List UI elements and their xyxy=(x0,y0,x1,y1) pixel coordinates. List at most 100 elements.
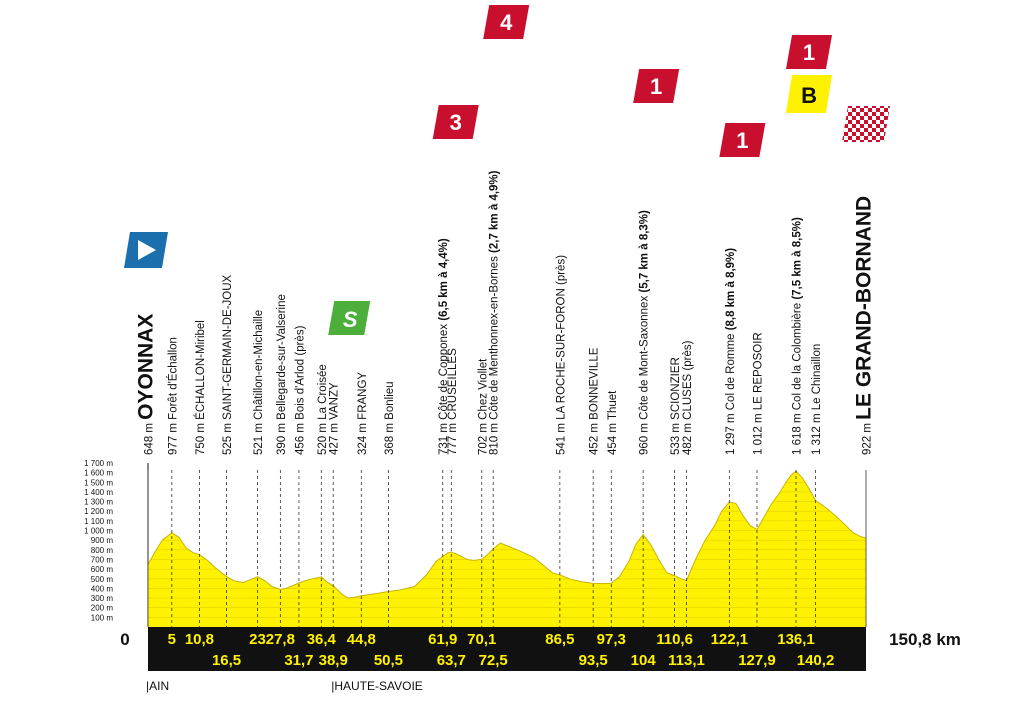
waypoint-name: Côte de Menthonnex-en-Bornes xyxy=(489,256,501,420)
y-tick-label: 1 200 m xyxy=(84,507,113,516)
waypoint-elevation: 520 m xyxy=(317,420,329,455)
climb-category-label: 1 xyxy=(736,128,748,153)
y-tick-label: 700 m xyxy=(91,555,114,564)
climb-category-badge xyxy=(719,123,766,157)
waypoint-name: SCIONZIER xyxy=(670,357,682,420)
waypoint-elevation: 324 m xyxy=(357,420,369,455)
waypoint-elevation: 427 m xyxy=(329,420,341,455)
km-marker-bottom: 127,9 xyxy=(738,652,776,669)
waypoint-name: LA ROCHE-SUR-FORON (près) xyxy=(555,255,567,420)
waypoint-label-22: 1 012 m LE REPOSOIR xyxy=(752,332,764,455)
waypoint-climb-detail: (2,7 km à 4,9%) xyxy=(489,170,501,256)
km-marker-top: 61,9 xyxy=(428,631,457,648)
waypoint-name: LE REPOSOIR xyxy=(752,332,764,410)
waypoint-label-16: 452 m BONNEVILLE xyxy=(589,347,601,455)
sprint-badge xyxy=(328,301,371,335)
waypoint-climb-detail: (5,7 km à 8,3%) xyxy=(639,210,651,296)
waypoint-elevation: 1 297 m xyxy=(725,410,737,455)
waypoint-elevation: 750 m xyxy=(195,420,207,455)
waypoint-label-2: 750 m ÉCHALLON-Miribel xyxy=(194,320,207,455)
waypoint-elevation: 731 m xyxy=(438,420,450,455)
waypoint-climb-detail: (7,5 km à 8,5%) xyxy=(792,217,804,303)
km-marker-top: 27,8 xyxy=(266,631,295,648)
y-tick-label: 900 m xyxy=(91,536,114,545)
climb-category-badge xyxy=(483,5,530,39)
km-marker-top: 10,8 xyxy=(185,631,214,648)
waypoint-label-11: 731 m Côte de Copponex (6,5 km à 4,4%) xyxy=(438,238,450,455)
climb-category-label: 1 xyxy=(803,40,815,65)
km-marker-bottom: 113,1 xyxy=(668,652,705,669)
waypoint-elevation: 521 m xyxy=(253,420,265,455)
x-axis-finish-label: 150,8 km xyxy=(889,630,961,649)
km-marker-top: 5 xyxy=(168,631,176,648)
waypoint-name: Bonlieu xyxy=(384,381,396,419)
waypoint-label-23: 1 618 m Col de la Colombière (7,5 km à 8… xyxy=(792,217,804,455)
y-tick-label: 200 m xyxy=(91,604,114,613)
climb-category-badge xyxy=(432,105,479,139)
bonus-badge-label: B xyxy=(801,83,817,108)
department-label: |AIN xyxy=(146,679,169,693)
waypoint-elevation: 702 m xyxy=(477,420,489,455)
km-marker-bottom: 72,5 xyxy=(479,652,508,669)
km-marker-bottom: 140,2 xyxy=(797,652,835,669)
y-tick-label: 1 300 m xyxy=(84,498,113,507)
waypoint-elevation: 525 m xyxy=(222,420,234,455)
waypoint-name: Chez Viollet xyxy=(477,358,489,420)
waypoint-label-1: 977 m Forêt d'Échallon xyxy=(166,337,179,455)
km-marker-top: 36,4 xyxy=(307,631,337,648)
waypoint-name: Côte de Copponex xyxy=(438,324,450,420)
waypoint-label-14: 810 m Côte de Menthonnex-en-Bornes (2,7 … xyxy=(489,170,501,455)
waypoint-label-15: 541 m LA ROCHE-SUR-FORON (près) xyxy=(555,255,567,455)
waypoint-label-7: 520 m La Croisée xyxy=(317,364,329,455)
y-tick-label: 1 400 m xyxy=(84,488,113,497)
waypoint-name: FRANGY xyxy=(357,372,369,420)
km-marker-top: 44,8 xyxy=(347,631,376,648)
waypoint-name: Col de la Colombière xyxy=(792,303,804,410)
waypoint-label-12: 777 m CRUSEILLES xyxy=(447,348,459,455)
y-tick-label: 300 m xyxy=(91,594,114,603)
waypoint-label-0: 648 m OYONNAX xyxy=(135,314,158,455)
y-tick-label: 800 m xyxy=(91,546,114,555)
km-marker-top: 136,1 xyxy=(777,631,815,648)
y-tick-label: 1 100 m xyxy=(84,517,113,526)
climb-category-badge xyxy=(786,35,833,69)
waypoint-label-21: 1 297 m Col de Romme (8,8 km à 8,9%) xyxy=(725,248,737,455)
waypoint-label-19: 533 m SCIONZIER xyxy=(670,357,682,455)
km-marker-top: 70,1 xyxy=(467,631,496,648)
sprint-badge-label: S xyxy=(343,307,358,332)
department-label: |HAUTE-SAVOIE xyxy=(331,679,423,693)
waypoint-label-18: 960 m Côte de Mont-Saxonnex (5,7 km à 8,… xyxy=(639,210,651,455)
waypoint-label-25: 922 m LE GRAND-BORNAND xyxy=(853,196,876,455)
x-axis-start-label: 0 xyxy=(120,630,129,649)
waypoint-elevation: 456 m xyxy=(294,420,306,455)
waypoint-label-20: 482 m CLUSES (près) xyxy=(682,340,694,455)
y-tick-label: 500 m xyxy=(91,575,114,584)
climb-category-badge xyxy=(633,69,680,103)
waypoint-climb-detail: (8,8 km à 8,9%) xyxy=(725,248,737,334)
waypoint-name: Bois d'Arlod (près) xyxy=(294,325,306,419)
waypoint-climb-detail: (6,5 km à 4,4%) xyxy=(438,238,450,324)
km-marker-top: 110,6 xyxy=(656,631,693,648)
waypoint-name: CLUSES (près) xyxy=(682,340,694,419)
km-marker-bottom: 93,5 xyxy=(579,652,608,669)
km-marker-bottom: 104 xyxy=(631,652,657,669)
waypoint-label-9: 324 m FRANGY xyxy=(357,372,369,455)
waypoint-elevation: 368 m xyxy=(384,420,396,455)
km-marker-bottom: 16,5 xyxy=(212,652,241,669)
waypoint-name: Côte de Mont-Saxonnex xyxy=(639,296,651,420)
waypoint-name: Col de Romme xyxy=(725,334,737,411)
waypoint-elevation: 541 m xyxy=(555,420,567,455)
waypoint-name: SAINT-GERMAIN-DE-JOUX xyxy=(222,274,234,419)
waypoint-elevation: 1 012 m xyxy=(752,410,764,455)
waypoint-name: La Croisée xyxy=(317,364,329,420)
waypoint-elevation: 777 m xyxy=(447,420,459,455)
waypoint-name: Thuet xyxy=(607,390,619,420)
waypoint-label-24: 1 312 m Le Chinaillon xyxy=(811,344,823,455)
km-bar xyxy=(148,627,866,671)
waypoint-elevation: 960 m xyxy=(639,420,651,455)
waypoint-elevation: 482 m xyxy=(682,420,694,455)
waypoint-name: BONNEVILLE xyxy=(589,347,601,420)
km-marker-top: 97,3 xyxy=(597,631,626,648)
y-tick-label: 1 700 m xyxy=(84,459,113,468)
y-tick-label: 100 m xyxy=(91,613,114,622)
